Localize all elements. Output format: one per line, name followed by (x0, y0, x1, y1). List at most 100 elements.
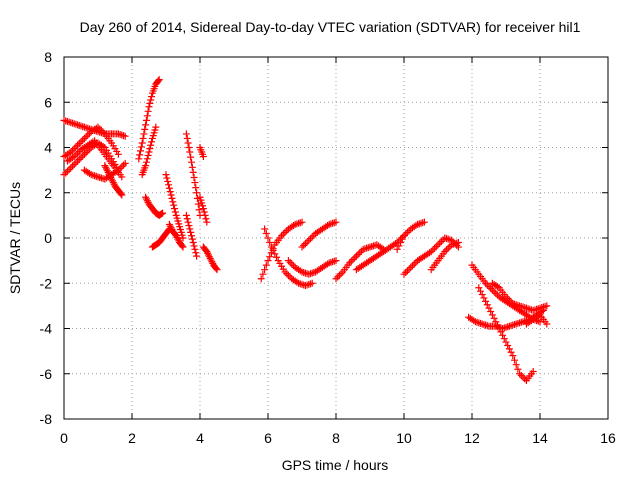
data-point-interp (147, 141, 155, 149)
data-point-interp (288, 260, 296, 268)
data-point-interp (307, 235, 314, 243)
data-point (206, 254, 214, 262)
data-point-interp (191, 245, 199, 253)
x-tick-label: 4 (196, 430, 204, 446)
data-point (352, 252, 360, 260)
data-point-interp (271, 250, 279, 258)
data-point-interp (402, 230, 410, 238)
data-point-interp (519, 373, 527, 381)
x-tick-label: 6 (264, 430, 272, 446)
data-point-interp (187, 153, 195, 161)
data-point (305, 236, 313, 244)
y-tick-label: 2 (44, 185, 52, 201)
data-point-interp (106, 172, 114, 180)
data-point-interp (63, 167, 71, 175)
data-point-interp (335, 271, 343, 279)
data-point-interp (192, 184, 200, 192)
data-point-interp (262, 261, 270, 269)
data-point-interp (301, 240, 309, 248)
data-point-interp (487, 308, 495, 316)
data-point-interp (511, 356, 518, 364)
data-point-interp (188, 158, 195, 166)
data-point-interp (205, 253, 213, 261)
data-point-interp (512, 361, 520, 369)
data-point (121, 159, 129, 167)
data-point-interp (485, 283, 493, 291)
data-point-interp (443, 246, 450, 254)
data-point-interp (99, 128, 107, 136)
data-point (264, 257, 272, 265)
series-track-16 (196, 193, 211, 226)
data-point-interp (75, 140, 83, 148)
data-point-interp (308, 233, 316, 241)
data-point-interp (168, 194, 176, 202)
data-point-interp (146, 99, 154, 107)
y-axis-label: SDTVAR / TECUs (7, 182, 23, 294)
x-tick-label: 10 (396, 430, 412, 446)
data-point-interp (103, 167, 111, 175)
data-point (179, 243, 187, 251)
data-point (94, 123, 102, 131)
series-track-6 (101, 162, 126, 199)
series-track-31 (522, 311, 551, 328)
data-point-interp (483, 301, 491, 309)
data-point (118, 173, 126, 181)
data-point-interp (69, 146, 76, 154)
y-tick-label: 8 (44, 49, 52, 65)
data-point (114, 150, 122, 158)
data-point-interp (171, 208, 179, 216)
series-track-2 (60, 123, 122, 161)
data-point-interp (136, 151, 144, 159)
data-point-interp (492, 289, 500, 297)
data-point (529, 367, 537, 375)
data-points (60, 76, 551, 385)
data-point-interp (212, 265, 220, 273)
data-point (152, 123, 160, 131)
data-point-interp (444, 244, 452, 252)
data-point-interp (190, 242, 198, 250)
data-point-interp (334, 273, 342, 281)
data-point-interp (286, 258, 294, 266)
data-point (332, 257, 340, 265)
data-point-interp (337, 270, 345, 278)
data-point-interp (356, 249, 364, 257)
data-point-interp (188, 163, 196, 171)
data-point-interp (494, 283, 501, 291)
data-point-interp (143, 112, 151, 120)
data-point-interp (65, 166, 73, 174)
series-track-24 (393, 218, 428, 253)
data-point (80, 150, 88, 158)
data-point-interp (504, 341, 512, 349)
data-point (199, 153, 207, 161)
data-point-interp (188, 235, 196, 243)
series-track-20 (284, 257, 340, 278)
chart-title: Day 260 of 2014, Sidereal Day-to-day VTE… (80, 19, 581, 35)
data-point (179, 234, 187, 242)
data-point-interp (273, 253, 280, 261)
data-point-interp (185, 222, 193, 230)
series-track-11 (162, 171, 187, 242)
data-point-interp (403, 228, 411, 236)
data-point-interp (208, 258, 216, 266)
data-point-interp (72, 143, 80, 151)
data-point-interp (431, 244, 439, 252)
y-tick-label: 0 (44, 230, 52, 246)
data-point (213, 266, 221, 274)
data-point-interp (303, 238, 311, 246)
data-point-interp (163, 174, 171, 182)
series-track-22 (332, 241, 388, 283)
data-point (67, 164, 75, 172)
data-point-interp (165, 181, 173, 189)
data-point-interp (397, 239, 405, 247)
y-tick-label: -6 (40, 366, 53, 382)
data-point-interp (395, 242, 403, 250)
data-point (193, 252, 201, 260)
data-point-interp (178, 242, 186, 250)
data-point-interp (437, 237, 445, 245)
data-point-interp (120, 161, 127, 169)
data-point (298, 243, 306, 251)
data-point (203, 248, 211, 256)
data-point (346, 259, 354, 267)
data-point-interp (170, 201, 178, 209)
